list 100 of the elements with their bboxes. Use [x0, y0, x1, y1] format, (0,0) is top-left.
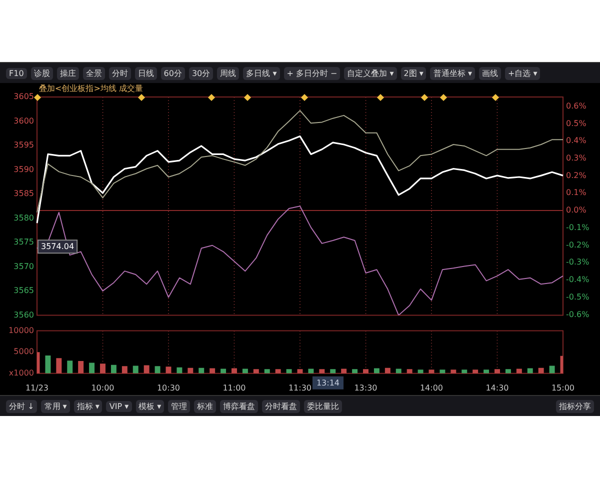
text: 周线	[217, 66, 240, 80]
bar	[440, 370, 446, 374]
y-tick-label: 3600	[14, 116, 34, 126]
text: F10	[6, 68, 27, 78]
text: 普通坐标 ▾	[430, 66, 475, 80]
bar	[319, 369, 325, 374]
bar	[242, 368, 248, 374]
y2-tick-label: 0.3%	[566, 154, 587, 163]
text: 分时看盘	[262, 400, 300, 412]
text: 模板 ▾	[136, 400, 164, 412]
text: 指标分享	[556, 400, 594, 412]
x-tick-label: 15:00	[551, 383, 575, 392]
text: 操庄	[56, 66, 79, 80]
bar	[484, 370, 490, 374]
x-tick-label: 11:00	[222, 383, 246, 392]
bar	[308, 368, 314, 374]
text: 指标 ▾	[74, 400, 102, 412]
bar	[472, 370, 478, 374]
y2-tick-label: -0.5%	[566, 292, 590, 302]
bar	[122, 366, 128, 374]
y-tick-label: 3570	[14, 262, 34, 271]
bar	[352, 369, 358, 374]
bar	[110, 364, 116, 374]
y-tick-label: 3590	[14, 164, 34, 174]
bar	[406, 369, 412, 374]
bar	[188, 368, 194, 374]
y-tick-label: 3565	[14, 286, 34, 296]
text: +自选 ▾	[505, 66, 540, 80]
y2-tick-label: -0.3%	[566, 258, 590, 267]
y2-tick-label: 0.4%	[566, 136, 587, 146]
x-tick-label: 11/23	[25, 383, 49, 392]
bar	[100, 364, 106, 374]
bar	[144, 365, 150, 374]
bar	[538, 368, 544, 374]
y2-tick-label: -0.6%	[566, 310, 590, 319]
bar	[462, 370, 468, 374]
x-tick-label: 13:30	[354, 383, 378, 392]
bar	[78, 361, 84, 374]
y2-tick-label: -0.1%	[566, 222, 590, 232]
bar	[549, 366, 555, 374]
bar	[384, 368, 390, 374]
bar	[253, 369, 259, 374]
text: 全景	[82, 66, 105, 80]
y2-tick-label: -0.2%	[566, 240, 590, 250]
bar	[516, 368, 522, 374]
text: 30分	[188, 66, 214, 80]
annotation: 3574.04	[40, 242, 74, 252]
text: 标准	[194, 400, 216, 412]
bar	[494, 369, 500, 374]
bar	[330, 369, 336, 374]
bar	[505, 369, 511, 374]
bar	[264, 369, 270, 374]
bar	[275, 369, 281, 374]
text: 常用 ▾	[41, 400, 70, 412]
bar	[176, 367, 182, 374]
y-tick-label: x1000	[8, 368, 34, 378]
text: 委比量比	[304, 400, 342, 412]
x-tick-label: 10:00	[91, 383, 114, 392]
text: 分时 ↓	[6, 400, 38, 412]
bar	[220, 368, 226, 374]
text: VIP ▾	[106, 400, 132, 412]
text: 博弈看盘	[220, 400, 258, 412]
chart-title: 叠加<创业板指>均线 成交量	[39, 84, 143, 94]
x-tick-label: 10:30	[156, 383, 180, 392]
bar	[132, 366, 138, 374]
text: + 多日分时 −	[284, 66, 340, 80]
y2-tick-label: 0.2%	[566, 170, 587, 180]
text: 60分	[160, 66, 185, 80]
text: 日线	[134, 66, 157, 80]
bar	[89, 362, 95, 374]
text: 2图 ▾	[400, 66, 426, 80]
y-tick-label: 5000	[14, 347, 34, 356]
y2-tick-label: 0.1%	[566, 188, 587, 198]
bar	[45, 356, 51, 374]
y-tick-label: 3595	[14, 140, 34, 150]
bar	[363, 369, 368, 374]
bar	[198, 368, 204, 374]
text: 分时	[108, 66, 131, 80]
y2-tick-label: 0.5%	[566, 118, 587, 128]
y2-tick-label: 0.6%	[566, 101, 587, 110]
text: 管理	[168, 400, 190, 412]
text: 诊股	[30, 66, 53, 80]
bar	[67, 360, 73, 374]
bar	[396, 368, 402, 374]
x-tick-label: 11:30	[288, 383, 312, 392]
text: 画线	[479, 66, 501, 80]
bar	[286, 369, 292, 374]
text: 自定义叠加 ▾	[344, 66, 397, 80]
text: 13:14	[316, 378, 340, 388]
y2-tick-label: -0.4%	[566, 275, 590, 284]
y-tick-label: 3575	[14, 238, 34, 247]
y-tick-label: 3580	[14, 213, 34, 222]
text: 多日线 ▾	[243, 66, 280, 80]
bar	[56, 358, 62, 374]
x-tick-label: 14:00	[420, 383, 444, 392]
y-tick-label: 10000	[8, 326, 34, 335]
x-tick-label: 14:30	[486, 383, 509, 392]
y2-tick-label: 0.0%	[566, 206, 587, 215]
y-tick-label: 3585	[14, 189, 34, 198]
y-tick-label: 3605	[14, 92, 34, 102]
